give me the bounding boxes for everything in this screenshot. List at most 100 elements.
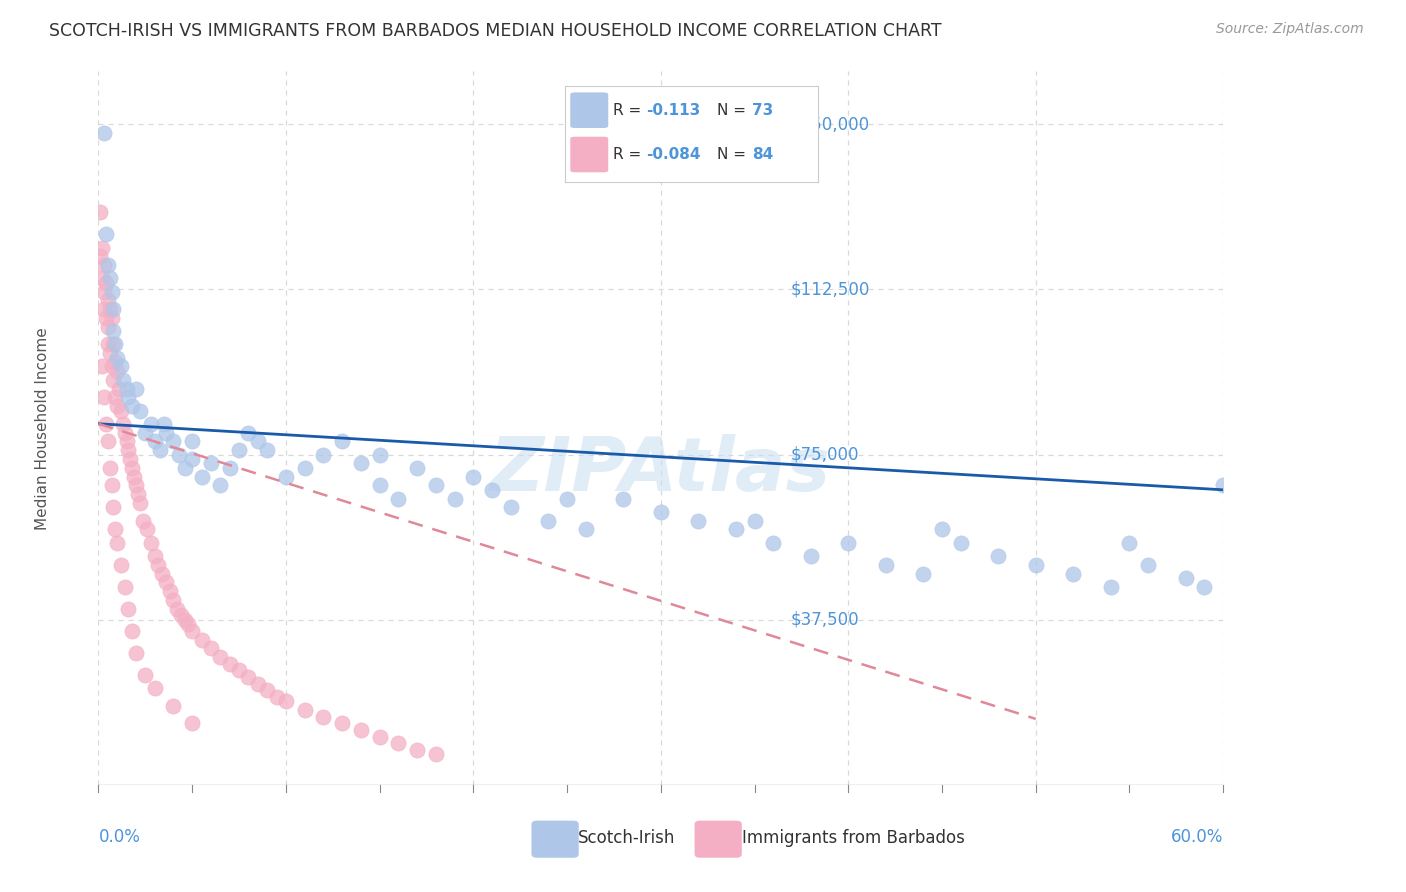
Point [128,403,150,417]
Point [105,535,128,549]
Point [688,514,710,528]
Point [98,460,121,475]
Point [744,514,766,528]
Point [575,523,598,537]
Point [209,478,232,492]
Point [97,337,120,351]
Point [97,434,120,449]
Point [115,382,138,396]
Point [368,730,391,744]
Point [425,478,447,492]
Point [103,324,125,338]
Point [387,736,409,750]
Point [246,434,269,449]
Point [246,676,269,690]
Point [150,566,173,581]
Point [139,535,162,549]
Point [190,632,212,647]
Point [103,500,125,515]
Point [98,346,121,360]
Point [98,302,121,317]
Point [406,460,429,475]
Point [177,617,200,632]
Point [110,403,132,417]
Point [136,523,159,537]
Point [162,593,184,607]
Point [128,496,150,510]
Point [121,399,143,413]
Point [121,624,143,638]
Point [350,723,373,737]
Point [117,390,139,404]
Point [330,434,353,449]
Point [312,709,335,723]
Point [238,425,260,440]
Point [97,258,120,272]
Point [238,670,260,684]
Point [800,549,823,563]
Text: Immigrants from Barbados: Immigrants from Barbados [742,830,965,847]
FancyBboxPatch shape [531,821,579,858]
Point [949,535,972,549]
Point [139,417,162,431]
Point [100,359,122,374]
Point [100,478,122,492]
Point [149,443,172,458]
Point [111,373,134,387]
Point [93,285,115,299]
Point [148,558,170,572]
Point [1099,580,1122,594]
Point [181,434,204,449]
Point [132,514,155,528]
Point [875,558,897,572]
Point [94,227,117,242]
Point [350,457,373,471]
Text: SCOTCH-IRISH VS IMMIGRANTS FROM BARBADOS MEDIAN HOUSEHOLD INCOME CORRELATION CHA: SCOTCH-IRISH VS IMMIGRANTS FROM BARBADOS… [49,22,942,40]
Point [114,580,136,594]
Point [218,460,240,475]
Point [93,258,115,272]
Point [312,448,335,462]
Point [115,434,138,449]
Point [1212,478,1234,492]
Point [537,514,560,528]
Point [650,505,672,519]
Point [1174,571,1197,585]
Point [110,359,132,374]
Point [121,460,143,475]
Point [173,613,195,627]
Point [181,716,204,731]
Point [114,425,136,440]
Point [127,487,149,501]
Point [162,434,184,449]
Point [190,469,212,483]
Point [1062,566,1084,581]
Point [93,302,115,317]
Point [104,390,127,404]
Point [98,271,121,285]
Point [100,311,122,326]
Point [218,657,240,671]
Point [134,425,156,440]
Point [200,641,222,656]
Point [256,443,278,458]
Point [166,601,188,615]
Text: ZIPAtlas: ZIPAtlas [491,434,831,508]
Point [104,355,127,369]
Point [181,624,204,638]
Text: 0.0%: 0.0% [98,828,141,846]
Point [555,491,578,506]
Point [155,575,177,590]
Text: 60.0%: 60.0% [1171,828,1223,846]
Point [125,646,148,660]
Point [125,382,148,396]
Point [94,417,117,431]
Point [97,293,120,308]
Point [143,549,166,563]
Point [499,500,522,515]
Point [1025,558,1047,572]
Point [266,690,288,704]
Point [228,664,250,678]
Point [111,417,134,431]
Point [155,425,177,440]
